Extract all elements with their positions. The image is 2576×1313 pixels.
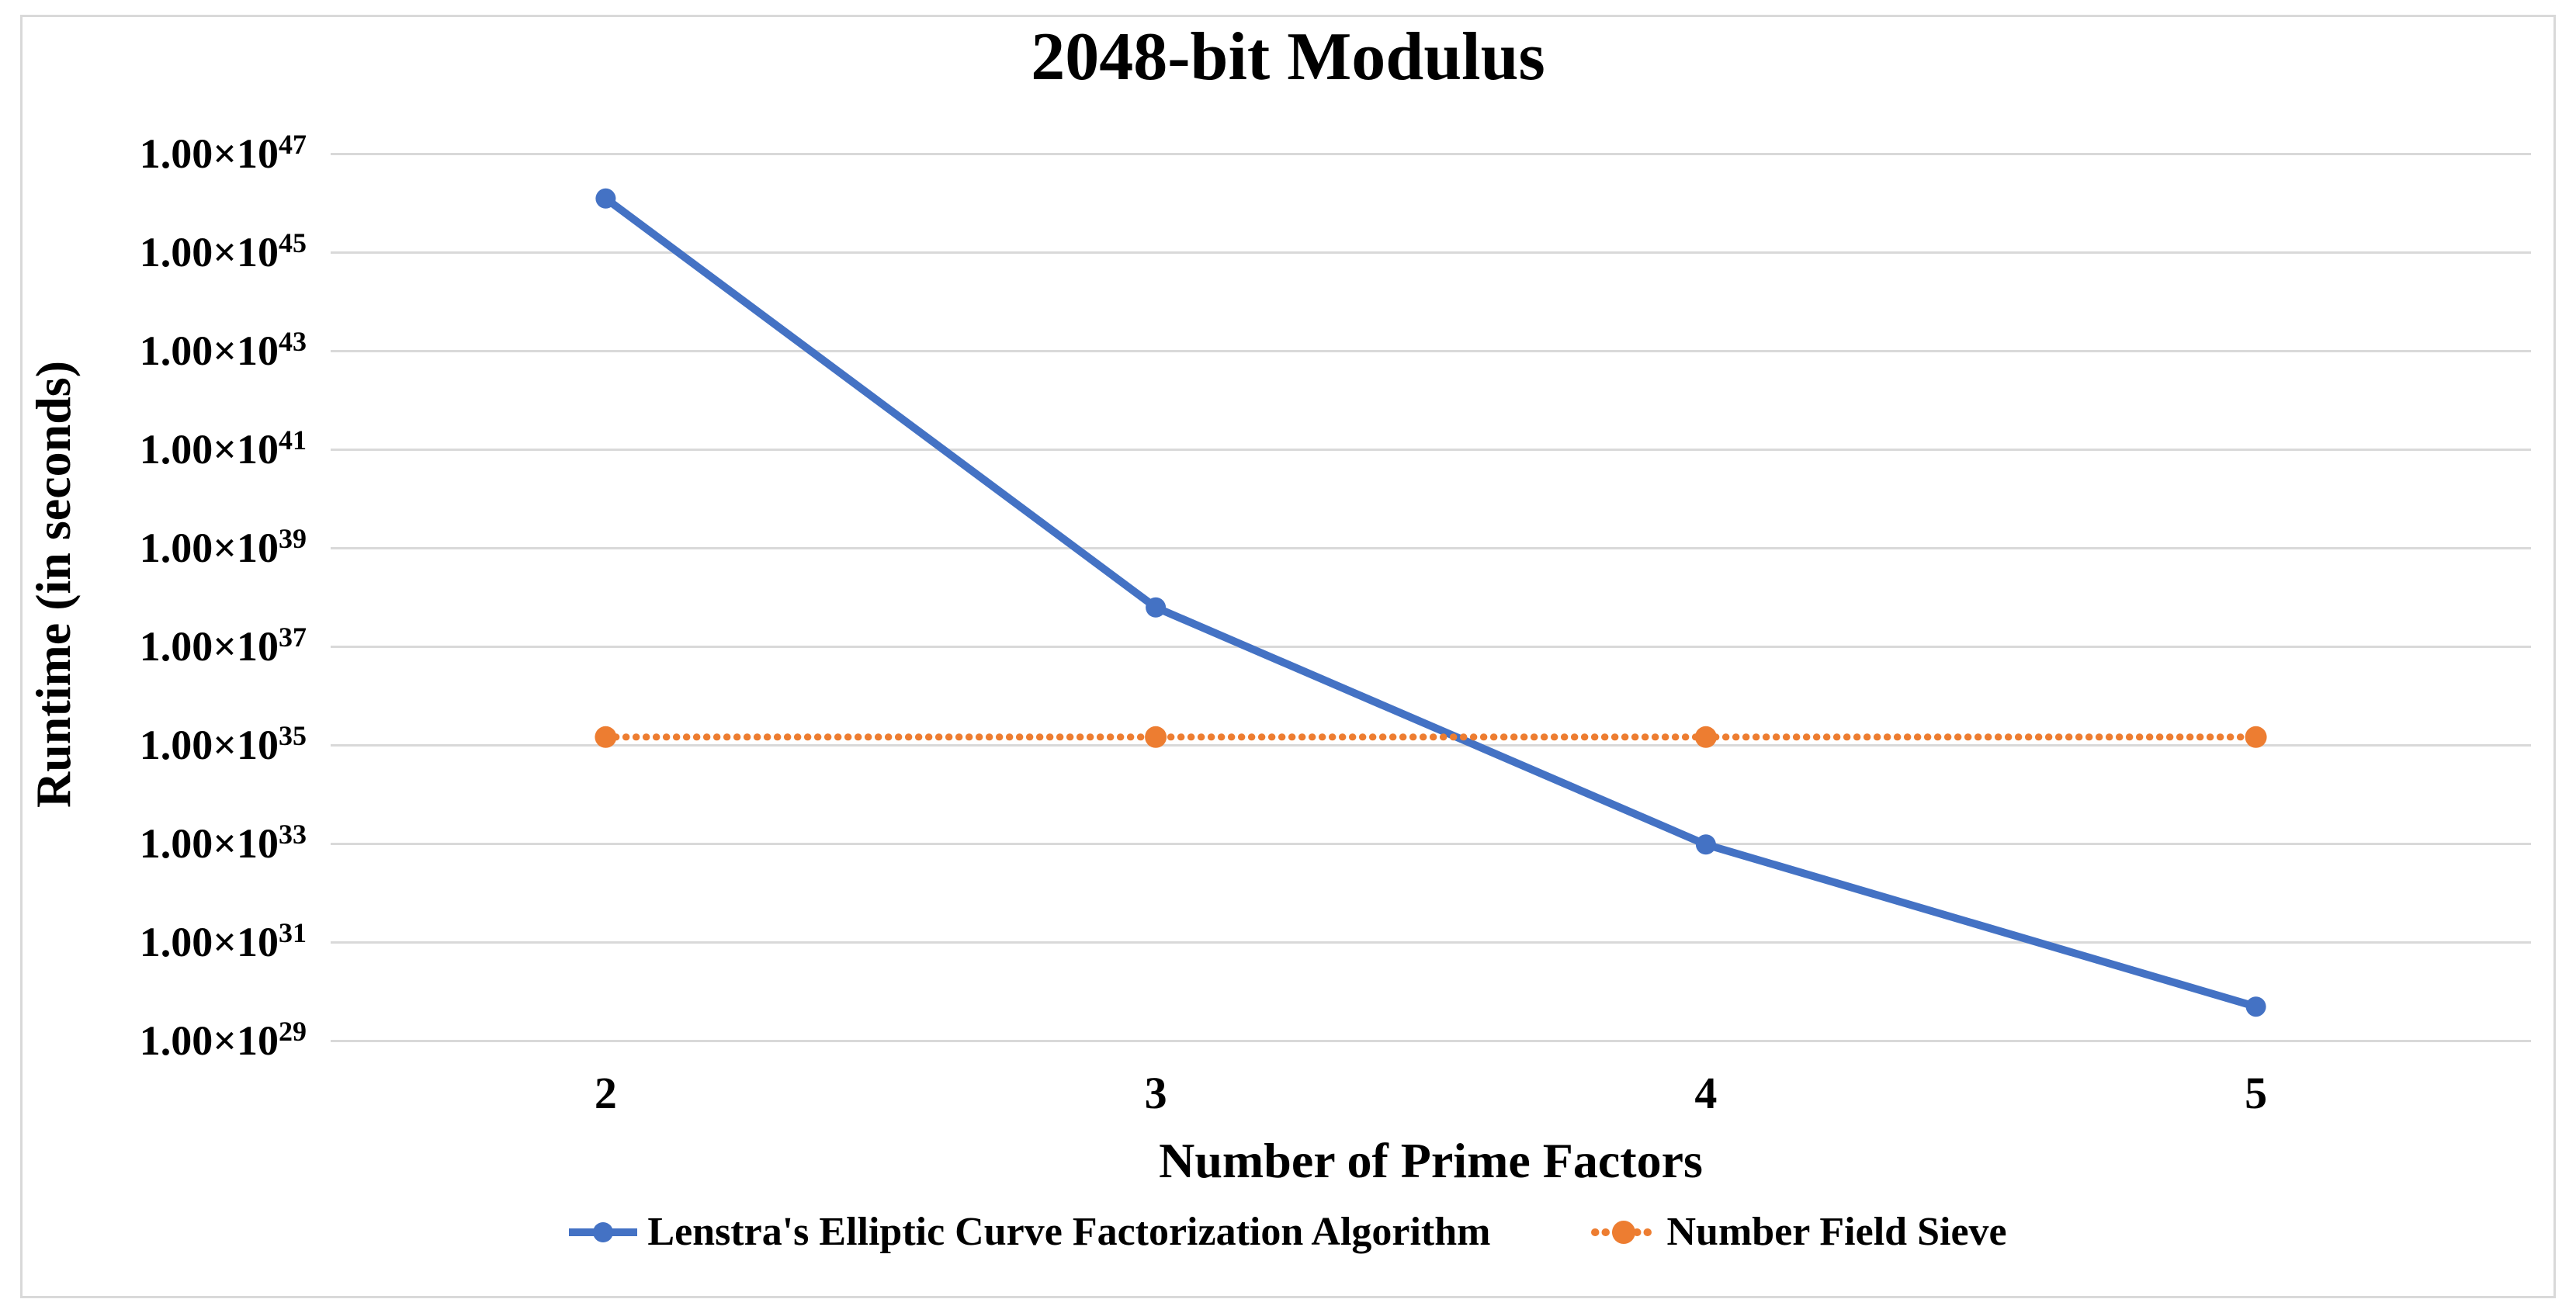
data-point-marker (1695, 834, 1716, 855)
nfs-dotted-line-marker-icon (1591, 1221, 1657, 1244)
x-axis-title: Number of Prime Factors (1159, 1133, 1703, 1188)
x-tick-label: 2 (594, 1068, 617, 1118)
gridline (331, 546, 2531, 549)
gridline (331, 645, 2531, 648)
x-tick-label: 4 (1694, 1068, 1718, 1118)
y-tick-label: 1.00×1047 (139, 129, 307, 177)
y-tick-label: 1.00×1033 (139, 819, 307, 867)
gridline (331, 349, 2531, 352)
lenstra-solid-line-marker-icon (569, 1222, 638, 1242)
data-point-marker (1146, 597, 1167, 618)
legend-label-lenstra: Lenstra's Elliptic Curve Factorization A… (647, 1210, 1491, 1254)
data-point-marker (1694, 726, 1717, 748)
gridline (331, 251, 2531, 254)
gridline (331, 152, 2531, 155)
y-tick-label: 1.00×1041 (139, 424, 307, 473)
gridline (331, 941, 2531, 944)
legend-item-nfs: Number Field Sieve (1591, 1209, 2007, 1256)
data-point-marker (2245, 996, 2266, 1017)
x-tick-label: 5 (2245, 1068, 2268, 1118)
y-tick-label: 1.00×1037 (139, 622, 307, 670)
y-axis-title: Runtime (in seconds) (26, 360, 81, 809)
y-tick-label: 1.00×1043 (139, 326, 307, 374)
legend: Lenstra's Elliptic Curve Factorization A… (23, 1209, 2553, 1256)
data-point-marker (595, 726, 617, 748)
data-point-marker (595, 188, 616, 209)
gridline (331, 842, 2531, 845)
chart-title: 2048-bit Modulus (1031, 19, 1545, 95)
y-tick-label: 1.00×1039 (139, 523, 307, 571)
y-tick-label: 1.00×1031 (139, 917, 307, 965)
chart-frame: 2048-bit Modulus Runtime (in seconds) 1.… (20, 15, 2556, 1298)
y-tick-label: 1.00×1035 (139, 720, 307, 768)
data-point-marker (2245, 726, 2267, 748)
gridline (331, 1039, 2531, 1042)
gridline (331, 448, 2531, 451)
y-tick-label: 1.00×1029 (139, 1016, 307, 1064)
legend-item-lenstra: Lenstra's Elliptic Curve Factorization A… (569, 1209, 1490, 1256)
series-line-lenstra (603, 195, 2258, 1010)
x-tick-label: 3 (1144, 1068, 1167, 1118)
legend-label-nfs: Number Field Sieve (1666, 1210, 2007, 1254)
series-plot (595, 188, 2267, 1017)
y-tick-label: 1.00×1045 (139, 227, 307, 275)
data-point-marker (1145, 726, 1167, 748)
plot-area (331, 152, 2531, 1042)
gridline (331, 743, 2531, 747)
